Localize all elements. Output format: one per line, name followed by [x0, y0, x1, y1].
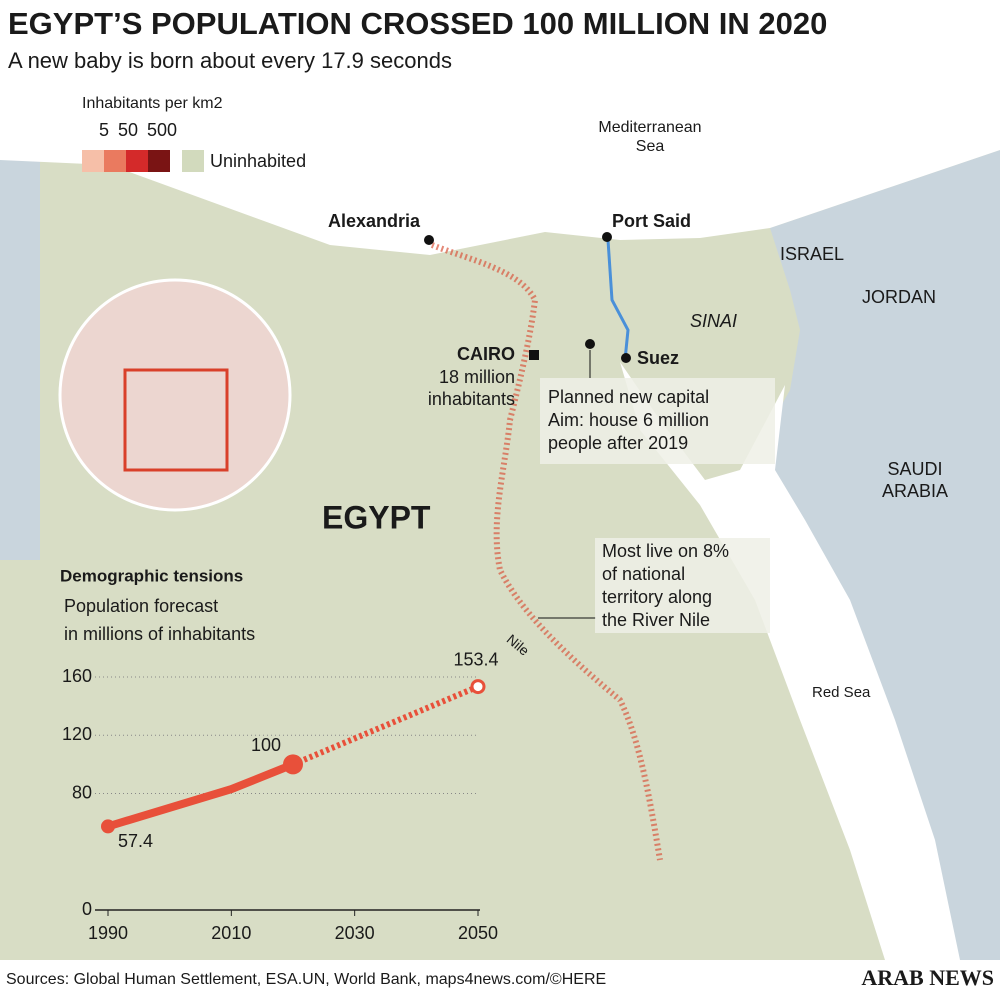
sea-label: Mediterranean [598, 119, 701, 136]
red-sea [620, 362, 960, 960]
city-label: Suez [637, 348, 679, 368]
chart-subtitle: in millions of inhabitants [64, 624, 255, 644]
nile-population [430, 242, 663, 861]
sea-label: Red Sea [812, 684, 871, 701]
map-labels: Mediterranean Sea Alexandria Port Said I… [322, 119, 948, 701]
x-tick-label: 2010 [211, 923, 251, 943]
capital-note: Planned new capital [548, 387, 709, 407]
city-label: Alexandria [328, 211, 421, 231]
country-label: SAUDI [887, 459, 942, 479]
country-label: EGYPT [322, 499, 431, 535]
legend-label: Uninhabited [210, 151, 306, 171]
nile-note: Most live on 8% [602, 541, 729, 561]
capital-note: Aim: house 6 million [548, 410, 709, 430]
country-label: ISRAEL [780, 244, 844, 264]
point [101, 819, 115, 834]
city-note: 18 million [439, 367, 515, 387]
subtitle: A new baby is born about every 17.9 seco… [8, 48, 452, 73]
legend-swatch [82, 150, 104, 172]
legend-swatch [182, 150, 204, 172]
capital-marker [529, 350, 539, 360]
inset-frame [123, 368, 229, 472]
x-tick-label: 1990 [88, 923, 128, 943]
y-tick-label: 0 [82, 899, 92, 919]
city-dot [424, 235, 434, 245]
point [283, 754, 303, 775]
map-base [0, 80, 1000, 960]
y-tick-label: 120 [62, 724, 92, 744]
legend-swatch [104, 150, 126, 172]
legend-tick: 5 [99, 120, 109, 140]
nile-note: the River Nile [602, 610, 710, 630]
city-dot [621, 353, 631, 363]
x-tick-label: 2030 [335, 923, 375, 943]
capital-note: people after 2019 [548, 433, 688, 453]
brand: ARAB NEWS [861, 965, 994, 990]
city-label: Port Said [612, 211, 691, 231]
chart-title: Demographic tensions [60, 566, 243, 585]
legend-swatch [148, 150, 170, 172]
data-label: 100 [251, 735, 281, 755]
note-box [595, 538, 770, 633]
y-tick-label: 80 [72, 782, 92, 802]
city-note: inhabitants [428, 389, 515, 409]
data-label: 57.4 [118, 831, 153, 851]
sea-west [0, 160, 40, 560]
mediterranean [0, 80, 1000, 255]
east-lands [745, 150, 1000, 960]
line [106, 760, 295, 831]
legend-tick: 50 [118, 120, 138, 140]
legend-title: Inhabitants per km2 [82, 95, 223, 112]
country-label: JORDAN [862, 287, 936, 307]
sources: Sources: Global Human Settlement, ESA.UN… [6, 971, 606, 988]
city-dot [602, 232, 612, 242]
x-tick-label: 2050 [458, 923, 498, 943]
title: EGYPT’S POPULATION CROSSED 100 MILLION I… [8, 6, 827, 41]
footer-bg [0, 962, 1000, 1000]
note-box [540, 378, 775, 464]
nile-note: of national [602, 564, 685, 584]
chart-subtitle: Population forecast [64, 596, 218, 616]
suez-canal [606, 239, 630, 361]
country-label: ARABIA [882, 481, 948, 501]
point [470, 679, 486, 695]
y-tick-label: 160 [62, 666, 92, 686]
legend-tick: 500 [147, 120, 177, 140]
city-label: CAIRO [457, 344, 515, 364]
nile-note: territory along [602, 587, 712, 607]
region-label: SINAI [690, 311, 737, 331]
data-label: 153.4 [453, 649, 498, 669]
sea-label: Sea [636, 138, 665, 155]
inset-globe [58, 278, 292, 512]
legend-swatch [126, 150, 148, 172]
city-dot [585, 339, 595, 349]
